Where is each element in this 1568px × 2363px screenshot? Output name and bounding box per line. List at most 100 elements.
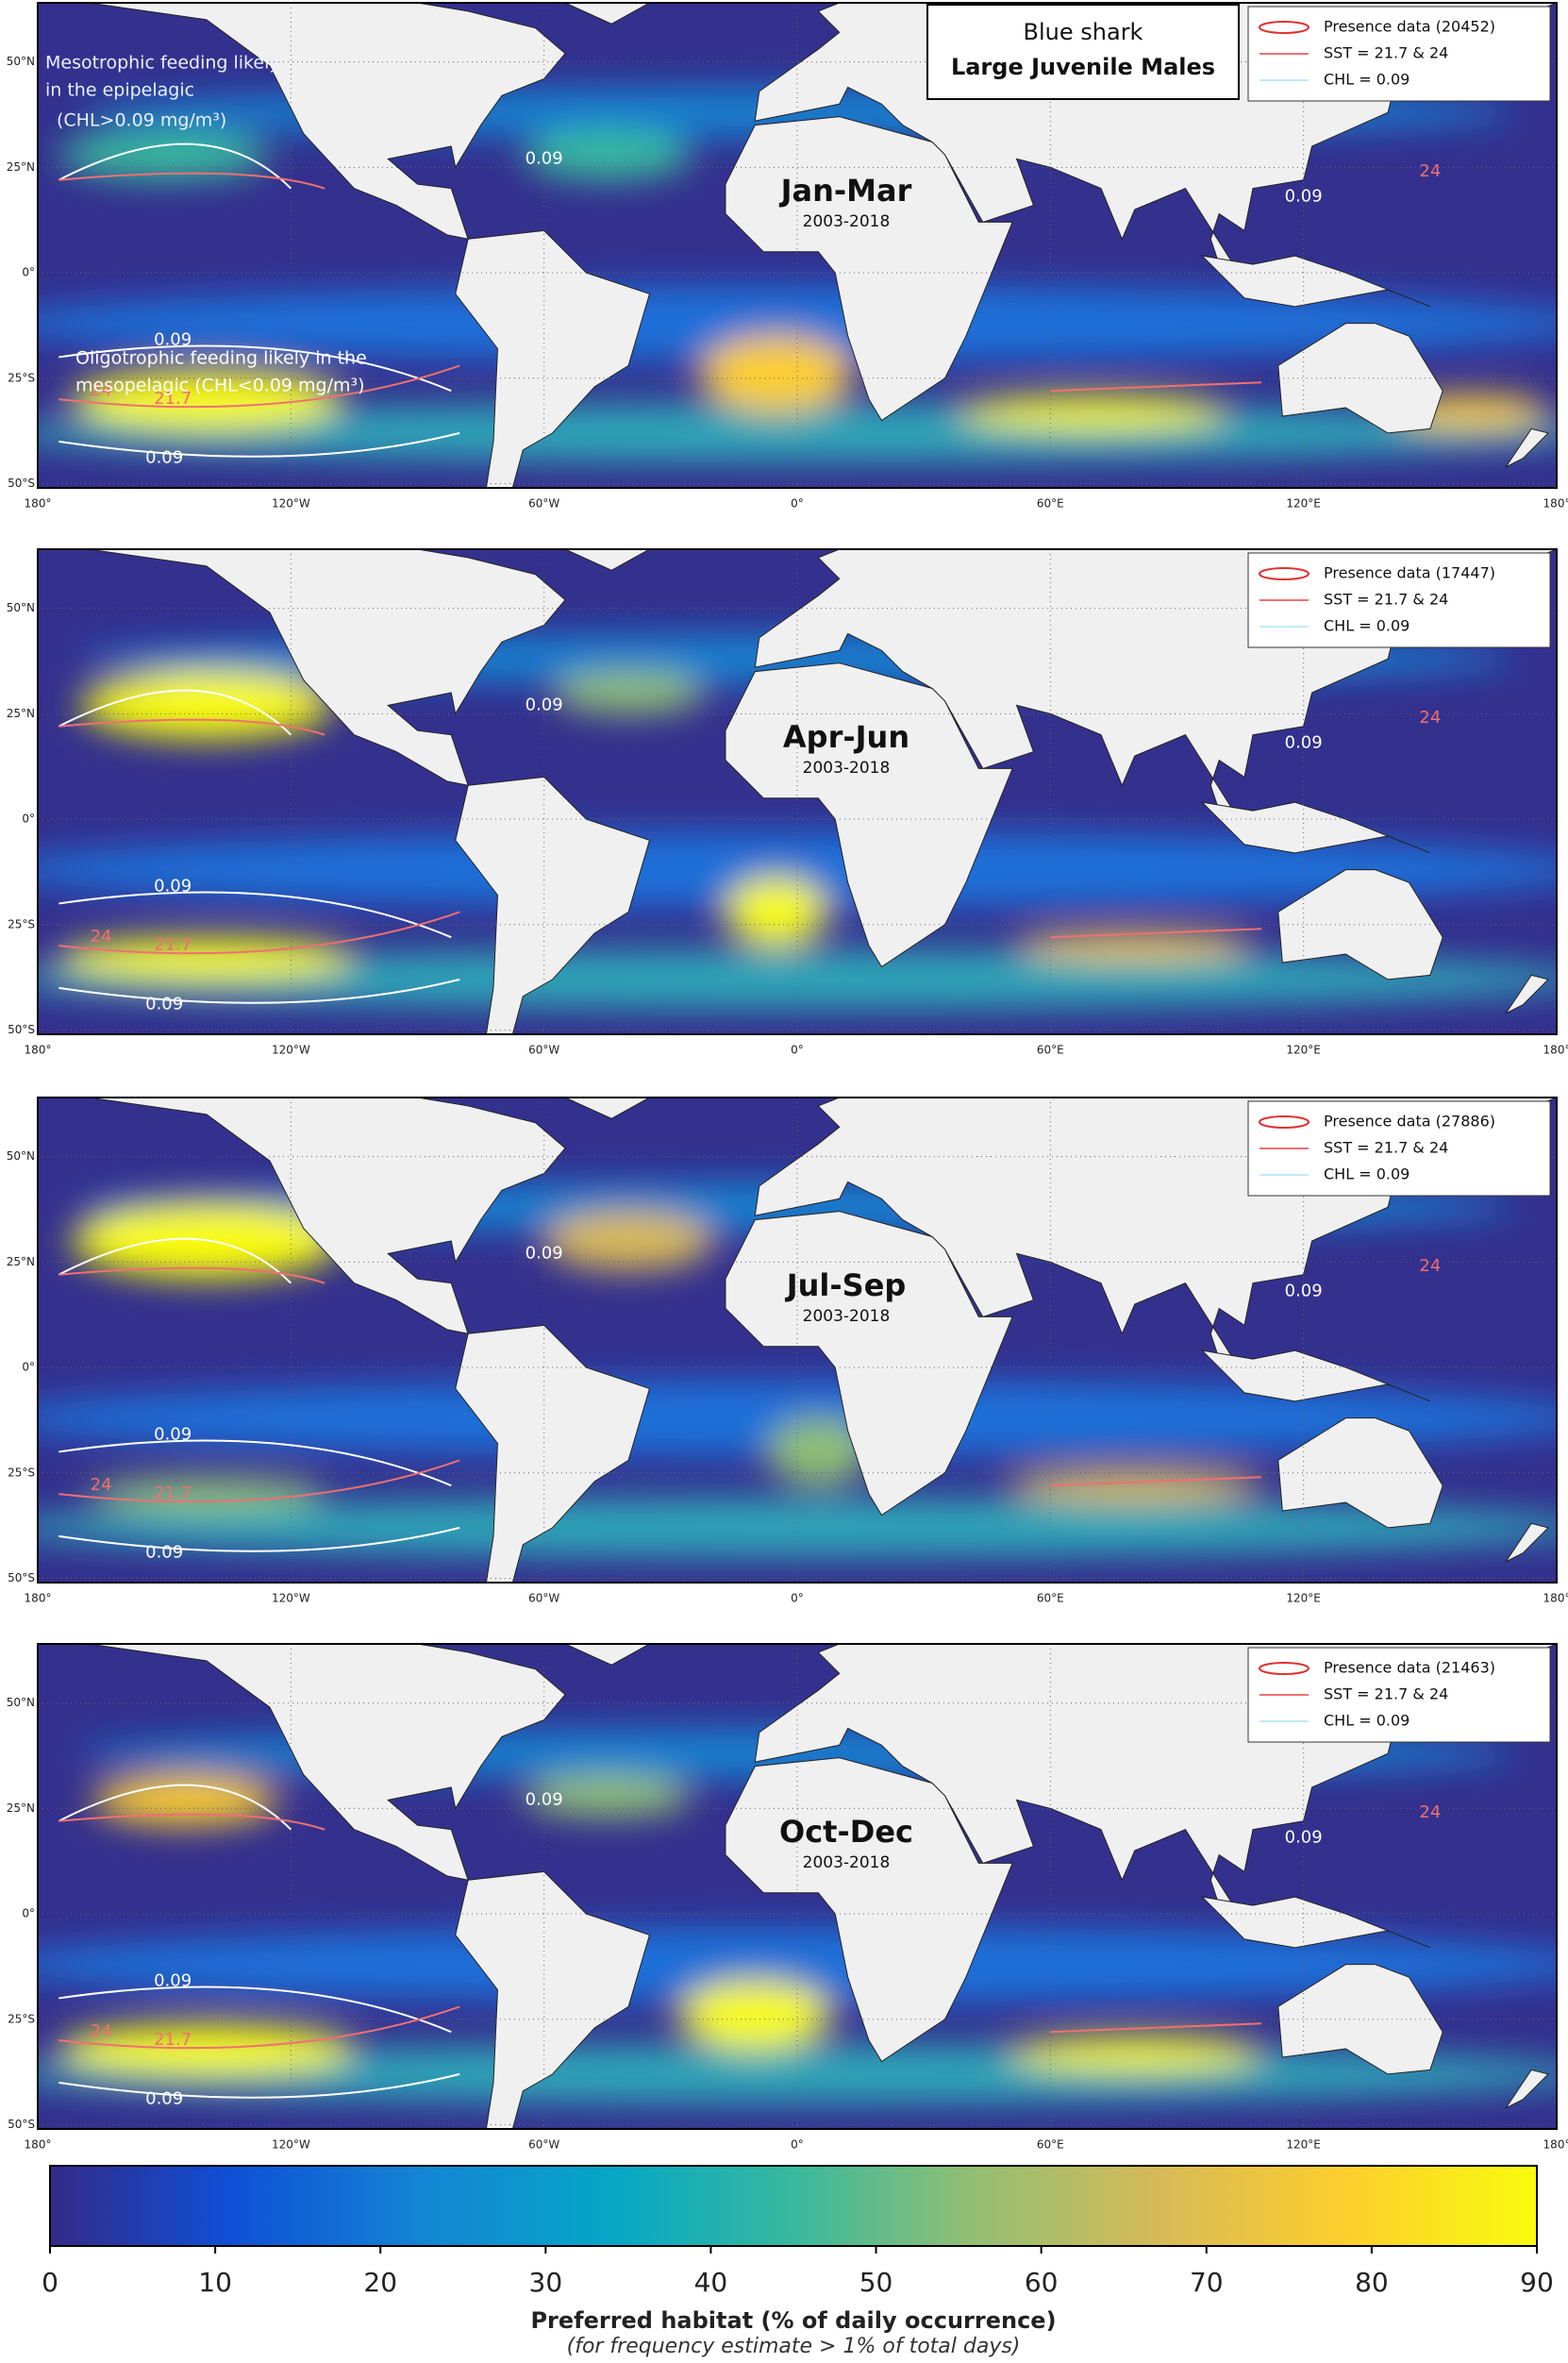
colorbar-tick-label: 90 [1520, 2267, 1554, 2298]
contour-label: 0.09 [1285, 1828, 1323, 1848]
lat-label: 50°S [8, 1023, 35, 1036]
habitat-blob [523, 129, 692, 180]
contour-label: 0.09 [145, 2089, 183, 2109]
lat-label: 50°S [8, 1571, 35, 1584]
season-label: Apr-Jun [783, 719, 909, 755]
land [1200, 1349, 1431, 1402]
lon-label: 180° [25, 2138, 52, 2152]
contour-label: 21.7 [154, 2030, 192, 2050]
chl-contour [58, 1237, 460, 1552]
land [1200, 255, 1431, 308]
lon-label: 180° [1543, 1044, 1568, 1057]
land [88, 549, 566, 786]
land [455, 1324, 651, 1583]
sst-contour [58, 1813, 1261, 2050]
legend-presence-icon [1259, 21, 1309, 34]
lon-label: 0° [791, 497, 804, 511]
land [455, 1870, 651, 2129]
colorbar-tick-label: 30 [529, 2267, 563, 2298]
legend-entry: CHL = 0.09 [1324, 1712, 1410, 1730]
habitat-blob [767, 1417, 870, 1486]
lon-label: 120°E [1286, 497, 1321, 511]
land [455, 776, 651, 1034]
years-label: 2003-2018 [803, 1853, 891, 1872]
lon-label: 120°E [1286, 2138, 1321, 2152]
chl-contour [58, 142, 460, 458]
lat-label: 0° [22, 813, 35, 826]
season-label: Oct-Dec [779, 1814, 913, 1850]
legend-entry: Presence data (20452) [1324, 18, 1495, 36]
map-panel: 0.09 0.09 0.09 0.09 21.7 24 24 50°N 25°N 0° 25°S 50… [7, 1643, 1568, 2152]
land [88, 1644, 566, 1881]
land [725, 1211, 1013, 1517]
lat-label: 50°N [7, 55, 35, 68]
colorbar-tick-label: 50 [859, 2267, 893, 2298]
legend-presence-icon [1259, 567, 1309, 580]
map-frame [37, 2, 1558, 489]
land [88, 1098, 566, 1334]
habitat-blob [58, 129, 270, 180]
sst-contour [58, 1266, 1261, 1503]
land [725, 662, 1013, 968]
contour-label: 24 [1419, 1256, 1441, 1276]
colorbar-note: (for frequency estimate > 1% of total da… [567, 2335, 1021, 2358]
lat-label: 0° [22, 266, 35, 279]
contour-label: 0.09 [145, 1543, 183, 1563]
lon-label: 60°E [1037, 497, 1064, 511]
habitat-blob [700, 336, 853, 412]
habitat-blob [1008, 2036, 1261, 2070]
colorbar-tick-label: 10 [198, 2267, 232, 2298]
contour-label: 24 [1419, 708, 1441, 728]
contour-label: 0.09 [525, 148, 563, 168]
colorbar-tick-label: 0 [42, 2267, 58, 2298]
habitat-blob [58, 937, 355, 980]
chl-contour [58, 1784, 460, 2099]
map-panel: 0.09 0.09 0.09 0.09 21.7 24 24 50°N 25°N 0° 25°S 50… [7, 2, 1568, 511]
contour-label: 21.7 [154, 1483, 192, 1503]
annotation: mesopelagic (CHL<0.09 mg/m³) [75, 376, 365, 396]
lat-label: 25°S [8, 2012, 35, 2025]
map-panel: 0.09 0.09 0.09 0.09 21.7 24 24 50°N 25°N 0° 25°S 50… [7, 1097, 1568, 1605]
habitat-blob [1008, 1468, 1261, 1503]
map-content: 0.09 0.09 0.09 0.09 21.7 24 24 [38, 1098, 1557, 1583]
land [1200, 1896, 1431, 1949]
lon-label: 120°E [1286, 1044, 1321, 1057]
legend-entry: SST = 21.7 & 24 [1324, 591, 1448, 609]
lon-label: 120°W [272, 2138, 310, 2152]
habitat-blob [71, 369, 342, 429]
lat-label: 25°N [7, 160, 35, 174]
land [725, 1757, 1013, 2063]
contour-label: 24 [91, 927, 112, 947]
lat-label: 25°S [8, 371, 35, 384]
lon-label: 120°W [272, 1592, 310, 1605]
habitat-blob [79, 671, 334, 740]
lon-label: 60°W [528, 2138, 559, 2152]
colorbar-tick-label: 70 [1190, 2267, 1224, 2298]
map-frame [37, 548, 1558, 1035]
lon-label: 120°E [1286, 1592, 1321, 1605]
legend-entry: Presence data (17447) [1324, 564, 1495, 582]
habitat-blob [543, 1211, 713, 1271]
land [725, 116, 1013, 422]
colorbar-tick-label: 20 [363, 2267, 397, 2298]
lon-label: 60°W [528, 1044, 559, 1057]
lon-label: 60°E [1037, 1592, 1064, 1605]
legend-entry: Presence data (27886) [1324, 1113, 1495, 1131]
lon-label: 180° [1543, 2138, 1568, 2152]
contour-label: 0.09 [1285, 733, 1323, 753]
colorbar-label: Preferred habitat (% of daily occurrence… [530, 2307, 1056, 2334]
land [88, 3, 566, 240]
lon-label: 60°E [1037, 1044, 1064, 1057]
habitat-band [38, 1926, 1557, 2003]
land [1504, 427, 1550, 468]
lon-label: 180° [1543, 497, 1568, 511]
colorbar-tick-label: 40 [694, 2267, 728, 2298]
legend-entry: SST = 21.7 & 24 [1324, 1139, 1448, 1157]
legend-entry: Presence data (21463) [1324, 1659, 1495, 1677]
habitat-blob [1016, 932, 1254, 959]
lat-label: 50°N [7, 1696, 35, 1709]
contour-label: 0.09 [1285, 187, 1323, 207]
land [1277, 1417, 1443, 1529]
land [564, 3, 651, 25]
years-label: 2003-2018 [803, 759, 891, 778]
